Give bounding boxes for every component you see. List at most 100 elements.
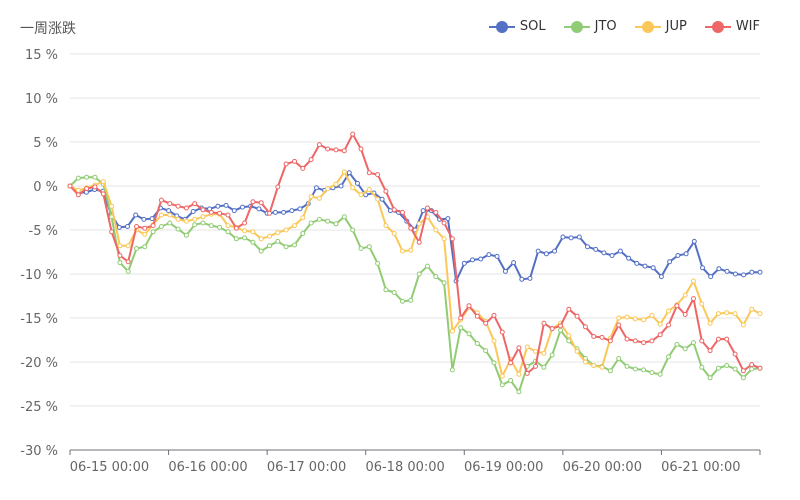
data-point-jto[interactable] [749, 366, 755, 372]
data-point-sol[interactable] [355, 180, 360, 186]
data-point-jup[interactable] [350, 185, 356, 191]
data-point-jup[interactable] [400, 248, 405, 254]
data-point-jup[interactable] [657, 321, 663, 327]
data-point-jto[interactable] [707, 375, 713, 381]
data-point-jto[interactable] [624, 363, 630, 369]
data-point-wif[interactable] [242, 220, 248, 226]
data-point-wif[interactable] [574, 313, 580, 319]
data-point-jto[interactable] [616, 356, 622, 361]
data-point-jto[interactable] [358, 246, 364, 251]
data-point-sol[interactable] [231, 208, 237, 214]
data-point-jto[interactable] [740, 375, 746, 381]
data-point-wif[interactable] [109, 229, 115, 235]
data-point-sol[interactable] [494, 253, 500, 259]
data-point-wif[interactable] [558, 323, 563, 329]
data-point-jto[interactable] [325, 218, 331, 224]
data-point-wif[interactable] [217, 210, 223, 216]
data-point-wif[interactable] [292, 158, 297, 164]
data-point-sol[interactable] [617, 248, 623, 254]
data-point-jup[interactable] [749, 306, 755, 312]
data-point-jto[interactable] [233, 236, 239, 242]
data-point-jup[interactable] [732, 311, 738, 317]
data-point-wif[interactable] [740, 368, 746, 374]
data-point-wif[interactable] [167, 201, 173, 207]
data-point-jto[interactable] [167, 220, 173, 226]
data-point-wif[interactable] [624, 336, 630, 342]
data-point-wif[interactable] [508, 360, 514, 366]
data-point-wif[interactable] [200, 207, 206, 213]
data-point-wif[interactable] [275, 184, 281, 190]
data-point-wif[interactable] [175, 203, 181, 209]
data-point-jto[interactable] [682, 346, 688, 352]
data-point-jup[interactable] [75, 187, 81, 193]
data-point-jup[interactable] [316, 195, 322, 201]
data-point-sol[interactable] [166, 208, 172, 214]
legend-item-jto[interactable]: JTO [563, 19, 617, 34]
data-point-jup[interactable] [632, 316, 638, 322]
data-point-jto[interactable] [341, 214, 347, 220]
data-point-jto[interactable] [400, 298, 405, 304]
data-point-wif[interactable] [383, 188, 389, 194]
data-point-wif[interactable] [208, 209, 214, 215]
data-point-wif[interactable] [566, 306, 572, 312]
data-point-jto[interactable] [158, 224, 164, 229]
data-point-wif[interactable] [491, 312, 497, 318]
data-point-sol[interactable] [601, 250, 607, 256]
data-point-wif[interactable] [92, 184, 98, 190]
data-point-jto[interactable] [491, 360, 497, 366]
data-point-jup[interactable] [109, 203, 115, 209]
data-point-sol[interactable] [634, 260, 640, 266]
data-point-sol[interactable] [691, 238, 697, 244]
data-point-wif[interactable] [233, 225, 239, 231]
data-point-wif[interactable] [732, 351, 738, 357]
data-point-wif[interactable] [350, 131, 356, 137]
data-point-jup[interactable] [707, 320, 713, 326]
data-point-wif[interactable] [400, 209, 405, 215]
data-point-jto[interactable] [183, 232, 189, 238]
data-point-sol[interactable] [125, 224, 130, 229]
data-point-jup[interactable] [541, 350, 547, 356]
data-point-wif[interactable] [225, 212, 231, 218]
data-point-wif[interactable] [549, 326, 555, 332]
data-point-jup[interactable] [117, 243, 123, 249]
data-point-jup[interactable] [125, 243, 131, 249]
data-point-jto[interactable] [217, 224, 223, 230]
data-point-jto[interactable] [383, 287, 389, 293]
data-point-wif[interactable] [150, 223, 156, 229]
data-point-sol[interactable] [338, 183, 344, 189]
data-point-sol[interactable] [543, 251, 549, 257]
data-point-jup[interactable] [666, 308, 672, 314]
legend-item-wif[interactable]: WIF [704, 19, 760, 34]
data-point-jto[interactable] [508, 378, 514, 383]
data-point-sol[interactable] [116, 224, 122, 230]
data-point-jup[interactable] [375, 196, 381, 202]
data-point-jto[interactable] [549, 352, 555, 358]
data-point-sol[interactable] [223, 202, 229, 208]
data-point-wif[interactable] [607, 338, 613, 344]
data-point-sol[interactable] [141, 216, 147, 222]
data-point-wif[interactable] [699, 338, 705, 344]
data-point-jup[interactable] [757, 311, 763, 317]
data-point-jto[interactable] [134, 246, 139, 251]
data-point-wif[interactable] [707, 348, 713, 354]
data-point-jto[interactable] [142, 244, 148, 250]
data-point-jup[interactable] [142, 231, 148, 237]
data-point-jto[interactable] [558, 327, 563, 333]
data-point-sol[interactable] [519, 276, 525, 282]
data-point-wif[interactable] [125, 259, 131, 265]
data-point-wif[interactable] [433, 209, 439, 215]
data-point-wif[interactable] [84, 186, 90, 192]
data-point-sol[interactable] [749, 269, 755, 275]
data-point-sol[interactable] [658, 274, 664, 280]
data-point-sol[interactable] [650, 265, 656, 271]
data-point-jto[interactable] [483, 348, 489, 354]
data-point-jup[interactable] [740, 322, 746, 328]
data-point-jto[interactable] [292, 242, 297, 248]
data-point-sol[interactable] [667, 259, 673, 265]
data-point-jup[interactable] [250, 229, 256, 235]
data-point-jup[interactable] [325, 186, 331, 192]
data-point-jup[interactable] [366, 187, 372, 192]
data-point-wif[interactable] [67, 183, 73, 189]
data-point-wif[interactable] [466, 303, 472, 309]
data-point-jto[interactable] [666, 354, 672, 360]
